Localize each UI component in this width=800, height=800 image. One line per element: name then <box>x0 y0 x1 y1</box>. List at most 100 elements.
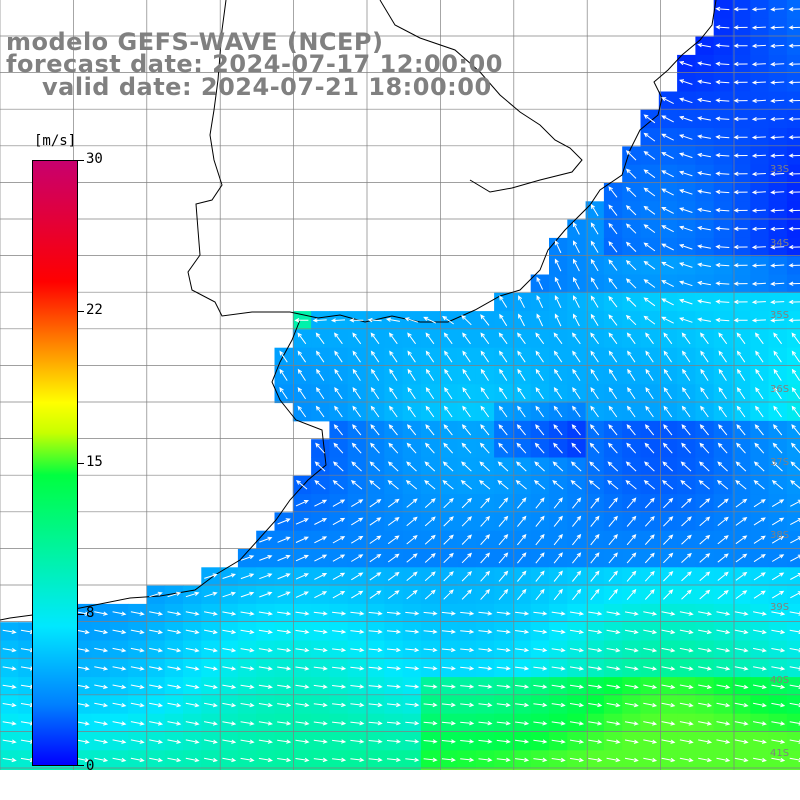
wind-cell <box>786 695 800 715</box>
wind-arrow <box>715 43 730 48</box>
wind-cell <box>786 567 800 587</box>
wind-arrow <box>496 702 511 708</box>
wind-arrow <box>444 350 453 363</box>
wind-arrow <box>553 533 563 546</box>
wind-arrow <box>462 387 471 400</box>
wind-arrow <box>204 591 218 598</box>
wind-arrow <box>496 721 511 726</box>
wind-arrow <box>185 684 200 689</box>
wind-arrow <box>791 350 800 363</box>
wind-arrow <box>387 571 400 581</box>
wind-arrow <box>404 317 419 323</box>
wind-arrow <box>624 757 639 763</box>
wind-arrow <box>733 208 748 213</box>
wind-arrow <box>715 153 730 158</box>
wind-arrow <box>332 461 344 472</box>
wind-arrow <box>590 570 600 582</box>
wind-arrow <box>480 515 491 527</box>
wind-arrow <box>535 515 545 527</box>
wind-arrow <box>715 98 730 103</box>
wind-arrow <box>734 684 749 689</box>
wind-arrow <box>626 552 637 564</box>
wind-arrow <box>681 552 692 563</box>
wind-arrow <box>679 134 693 140</box>
wind-arrow <box>736 442 746 454</box>
wind-arrow <box>791 424 800 436</box>
wind-arrow <box>715 6 730 12</box>
wind-arrow <box>330 318 346 323</box>
wind-arrow <box>515 611 530 616</box>
wind-arrow <box>204 684 218 689</box>
wind-arrow <box>297 405 307 418</box>
wind-arrow <box>515 647 530 653</box>
wind-arrow <box>498 534 509 546</box>
wind-arrow <box>533 757 548 763</box>
wind-arrow <box>770 62 785 67</box>
wind-arrow <box>606 757 621 763</box>
wind-arrow <box>259 555 273 561</box>
wind-arrow <box>788 153 800 158</box>
wind-arrow <box>661 280 674 288</box>
wind-arrow <box>496 629 511 634</box>
wind-arrow <box>478 702 493 708</box>
wind-arrow <box>75 666 90 671</box>
wind-arrow <box>204 739 218 744</box>
wind-arrow <box>679 684 694 689</box>
wind-cell <box>786 585 800 605</box>
wind-arrow <box>662 461 674 472</box>
wind-arrow <box>608 424 618 436</box>
wind-arrow <box>240 684 255 689</box>
wind-arrow <box>425 350 435 363</box>
wind-arrow <box>314 461 326 472</box>
wind-arrow <box>460 611 475 616</box>
wind-arrow <box>460 684 475 689</box>
wind-arrow <box>753 553 766 563</box>
wind-arrow <box>661 721 676 726</box>
wind-arrow <box>204 573 218 579</box>
wind-arrow <box>2 702 17 708</box>
wind-arrow <box>751 263 766 268</box>
wind-arrow <box>149 666 164 671</box>
wind-arrow <box>589 461 600 472</box>
wind-arrow <box>790 461 800 472</box>
wind-arrow <box>753 461 765 472</box>
wind-arrow <box>625 205 637 216</box>
wind-arrow <box>441 666 456 671</box>
bottom-margin <box>0 770 800 800</box>
wind-arrow <box>734 611 749 616</box>
wind-arrow <box>717 498 729 508</box>
wind-arrow <box>699 589 711 600</box>
valid-date: valid date: 2024-07-21 18:00:00 <box>42 73 492 101</box>
wind-arrow <box>644 515 655 527</box>
wind-arrow <box>770 135 785 140</box>
wind-arrow <box>535 350 544 363</box>
wind-arrow <box>715 171 730 176</box>
wind-arrow <box>258 702 273 708</box>
wind-arrow <box>697 244 711 249</box>
wind-arrow <box>572 533 582 546</box>
wind-arrow <box>386 629 402 634</box>
wind-arrow <box>424 534 436 545</box>
wind-arrow <box>751 80 766 85</box>
wind-arrow <box>277 666 292 671</box>
wind-arrow <box>643 647 658 653</box>
wind-arrow <box>608 368 618 381</box>
wind-arrow <box>644 570 655 582</box>
wind-arrow <box>698 702 713 708</box>
wind-arrow <box>350 666 365 671</box>
wind-arrow <box>332 684 347 689</box>
latitude-labels: 33S 34S 35S 36S 37S 38S 39S 40S 41S <box>770 164 789 759</box>
wind-arrow <box>661 115 674 123</box>
model-title: modelo GEFS-WAVE (NCEP) <box>6 28 384 56</box>
wind-arrow <box>570 480 582 490</box>
wind-arrow <box>480 497 491 509</box>
wind-arrow <box>332 572 346 581</box>
wind-arrow <box>625 259 637 271</box>
wind-arrow <box>333 424 343 436</box>
wind-arrow <box>386 647 402 653</box>
wind-arrow <box>370 368 380 381</box>
wind-arrow <box>350 684 365 689</box>
wind-arrow <box>572 588 582 601</box>
wind-arrow <box>2 684 17 689</box>
wind-arrow <box>718 350 727 363</box>
